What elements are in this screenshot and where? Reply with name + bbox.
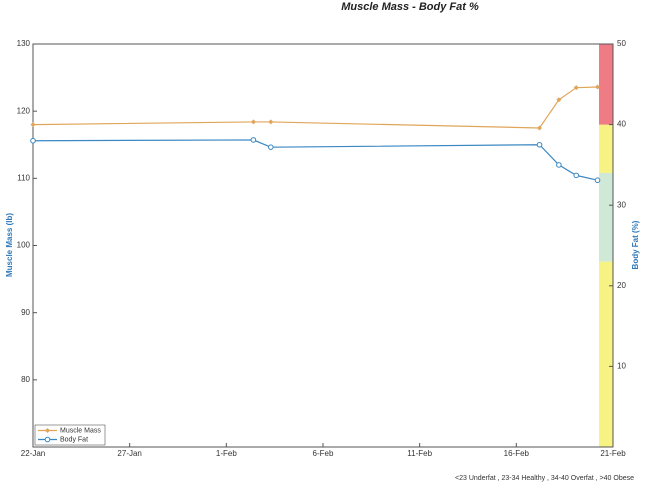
range-band [599, 124, 613, 173]
y-tick-label: 120 [17, 106, 31, 115]
point [536, 141, 543, 148]
legend-marker [44, 436, 51, 443]
legend-label: Body Fat [60, 436, 88, 443]
point [595, 84, 601, 90]
x-tick-label: 16-Feb [504, 449, 530, 458]
legend-marker [45, 428, 50, 433]
point [573, 85, 579, 91]
y2-axis-label: Body Fat (%) [631, 220, 640, 269]
chart-title: Muscle Mass - Body Fat % [341, 1, 479, 13]
series-line [32, 139, 598, 181]
range-band [599, 44, 613, 125]
y2-tick-label: 30 [617, 200, 626, 209]
y2-tick-label: 50 [617, 39, 626, 48]
point [30, 122, 36, 128]
point [250, 137, 257, 143]
series-line [32, 86, 598, 129]
x-tick-label: 1-Feb [216, 449, 237, 458]
range-band [599, 261, 613, 447]
y-tick-label: 130 [17, 39, 31, 48]
plot-frame [32, 43, 614, 448]
x-tick-label: 11-Feb [407, 449, 432, 458]
x-tick-label: 27-Jan [117, 449, 141, 458]
x-tick-label: 22-Jan [21, 449, 45, 458]
y2-tick-label: 10 [617, 362, 626, 371]
point [573, 172, 580, 179]
y2-tick-label: 20 [617, 281, 626, 290]
y-tick-label: 110 [17, 173, 30, 182]
range-band [599, 172, 613, 262]
point [268, 119, 274, 125]
band-note: <23 Underfat , 23-34 Healthy , 34-40 Ove… [455, 475, 634, 482]
y-tick-label: 90 [21, 308, 30, 317]
point [556, 162, 562, 168]
x-tick-label: 6-Feb [313, 449, 334, 458]
y2-tick-label: 40 [617, 120, 626, 129]
point [268, 144, 274, 150]
point [594, 177, 601, 184]
point [556, 97, 562, 103]
point [250, 119, 256, 125]
x-tick-label: 21-Feb [600, 449, 626, 458]
y-tick-label: 100 [17, 241, 31, 250]
point [30, 137, 36, 144]
point [537, 125, 543, 131]
y-axis-label: Muscle Mass (lb) [5, 213, 14, 277]
legend-label: Muscle Mass [60, 427, 101, 434]
y-tick-label: 80 [21, 375, 30, 384]
